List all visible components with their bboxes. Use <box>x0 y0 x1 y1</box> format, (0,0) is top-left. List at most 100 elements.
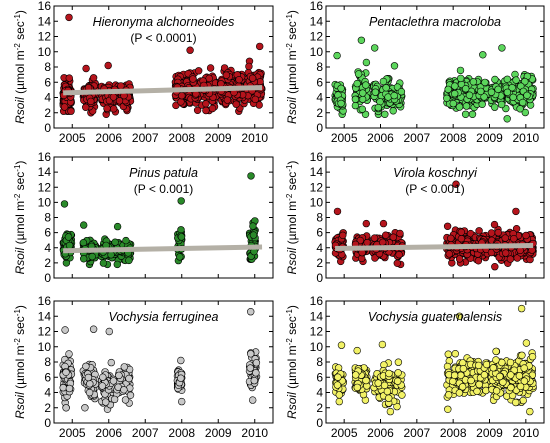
data-point <box>115 371 123 380</box>
data-point <box>125 256 133 265</box>
data-point <box>522 231 530 240</box>
data-point <box>337 341 346 349</box>
data-point <box>395 251 403 259</box>
data-point <box>492 356 500 364</box>
data-point <box>176 253 184 261</box>
x-tick-label: 2008 <box>168 426 195 440</box>
data-point <box>474 257 483 265</box>
x-tick-label: 2006 <box>367 131 394 145</box>
data-point <box>487 88 496 96</box>
data-point <box>494 85 502 94</box>
data-point <box>111 238 119 246</box>
y-tick-label: 4 <box>44 91 51 105</box>
data-point <box>245 62 253 71</box>
data-point <box>382 84 390 92</box>
data-point <box>252 369 260 377</box>
data-point <box>393 259 401 267</box>
data-point <box>502 249 510 257</box>
data-point <box>177 98 185 106</box>
data-point <box>353 383 361 392</box>
data-point <box>508 83 516 92</box>
data-point <box>333 207 342 216</box>
data-point <box>445 250 453 258</box>
data-point <box>374 103 382 112</box>
data-point <box>177 197 185 205</box>
data-point <box>452 180 460 188</box>
data-point <box>394 369 402 377</box>
data-point <box>380 381 389 390</box>
data-point <box>473 387 481 395</box>
data-point <box>251 95 260 104</box>
data-point <box>523 91 531 100</box>
data-point <box>60 200 69 208</box>
y-tick-label: 16 <box>310 294 324 308</box>
data-point <box>362 81 370 89</box>
data-point <box>186 46 194 54</box>
data-point <box>82 362 90 370</box>
data-point <box>386 407 395 416</box>
x-tick-label: 2007 <box>403 131 430 145</box>
data-point <box>503 115 511 123</box>
data-point <box>109 105 118 113</box>
data-point <box>466 229 475 238</box>
data-point <box>121 396 130 404</box>
x-tick-label: 2005 <box>331 426 358 440</box>
data-point <box>86 380 94 388</box>
x-tick-label: 2007 <box>132 131 159 145</box>
data-point <box>468 110 477 119</box>
data-point <box>99 373 107 381</box>
data-point <box>378 340 387 349</box>
data-point <box>518 351 526 359</box>
data-point <box>177 233 186 241</box>
y-tick-label: 16 <box>38 0 52 13</box>
y-tick-label: 4 <box>316 386 323 400</box>
data-point <box>105 327 114 336</box>
x-tick-label: 2009 <box>205 131 232 145</box>
y-tick-label: 16 <box>38 150 52 164</box>
data-point <box>451 89 459 98</box>
x-tick-label: 2008 <box>440 131 467 145</box>
data-point <box>206 64 215 72</box>
data-point <box>351 95 360 104</box>
data-point <box>335 397 343 406</box>
y-tick-label: 14 <box>38 165 52 179</box>
data-point <box>462 102 471 110</box>
data-point <box>506 358 515 367</box>
data-point <box>177 226 185 234</box>
y-tick-label: 12 <box>310 30 324 44</box>
data-point <box>89 74 98 82</box>
data-point <box>371 254 379 262</box>
data-point <box>247 308 255 316</box>
x-tick-label: 2010 <box>241 131 268 145</box>
data-point <box>522 339 531 347</box>
data-point <box>256 42 264 51</box>
data-point <box>398 391 406 399</box>
data-point <box>362 376 370 385</box>
data-point <box>381 110 389 119</box>
y-tick-label: 8 <box>44 355 51 369</box>
y-tick-label: 6 <box>316 75 323 89</box>
data-point <box>501 234 509 242</box>
data-point <box>88 252 96 261</box>
data-point <box>447 234 455 243</box>
data-point <box>65 350 73 358</box>
y-tick-label: 2 <box>316 256 323 270</box>
y-tick-label: 16 <box>38 294 52 308</box>
data-point <box>113 260 122 269</box>
y-tick-label: 12 <box>38 325 52 339</box>
data-point <box>79 239 88 247</box>
data-point <box>491 263 499 271</box>
y-tick-label: 0 <box>44 121 51 135</box>
data-point <box>333 51 341 60</box>
data-point <box>520 377 529 385</box>
data-point <box>451 82 459 90</box>
data-point <box>492 387 501 395</box>
x-tick-label: 2006 <box>95 131 122 145</box>
data-point <box>479 51 487 59</box>
data-point <box>480 371 489 379</box>
data-point <box>445 391 453 399</box>
panel-title: Vochysia guatemalensis <box>368 310 502 324</box>
series-points <box>331 304 537 416</box>
y-tick-label: 14 <box>38 14 52 28</box>
